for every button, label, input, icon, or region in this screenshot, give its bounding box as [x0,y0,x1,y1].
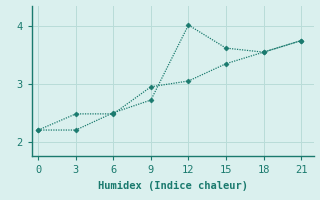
X-axis label: Humidex (Indice chaleur): Humidex (Indice chaleur) [98,181,248,191]
